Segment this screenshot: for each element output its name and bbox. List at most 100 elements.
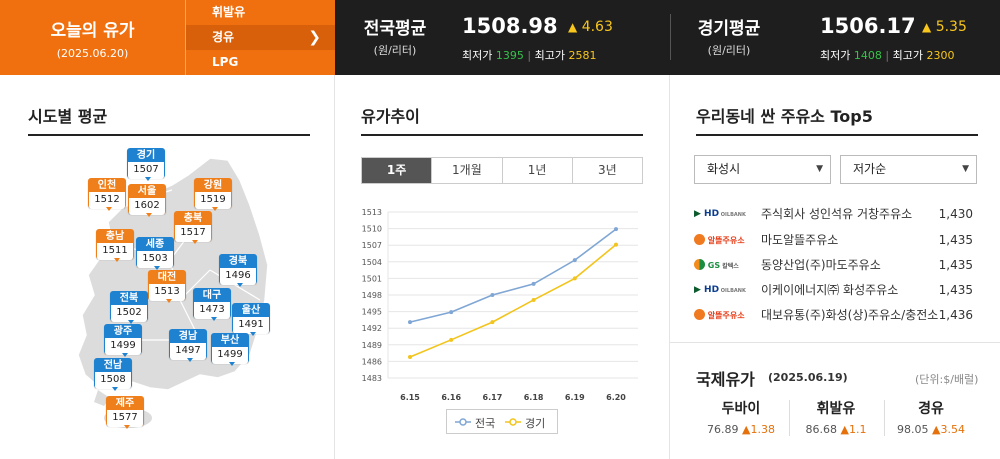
y-tick-label: 1492 [362,324,382,333]
station-price: 1,435 [938,233,973,247]
pin-icon [237,283,243,287]
region-name: 경기 [136,150,156,161]
station-item[interactable]: 알뜰주유소 대보유통(주)화성(상)주유소/충전소 1,436 [694,304,976,326]
region-price: 1499 [212,347,248,364]
region-price: 1496 [220,268,256,285]
pin-icon [112,387,118,391]
station-item[interactable]: ▶ HD OILBANK 이케이에너지㈜ 화성주유소 1,435 [694,279,976,301]
station-item[interactable]: GS 칼텍스 동양산업(주)마도주유소 1,435 [694,254,976,276]
x-tick-label: 6.17 [483,393,503,402]
intl-value: 76.89 [707,423,739,436]
fuel-menu-diesel[interactable]: 경유 ❯ [185,25,335,50]
data-point [490,320,495,325]
station-price: 1,435 [938,258,973,272]
intl-dubai: 두바이 76.89 ▲1.38 [694,398,788,436]
column-divider [334,75,335,459]
region-incheon[interactable]: 인천 1512 [88,178,126,211]
regional-title: 시도별 평균 [28,107,108,126]
region-seoul[interactable]: 서울 1602 [128,184,166,217]
region-chungnam[interactable]: 충남 1511 [96,229,134,262]
chevron-right-icon: ❯ [308,28,321,46]
region-name: 부산 [220,335,240,346]
region-select[interactable]: 화성시 ▼ [694,155,831,184]
national-change-value: 4.63 [581,19,613,35]
region-name: 대전 [157,272,177,283]
region-gwangju[interactable]: 광주 1499 [104,324,142,357]
region-name: 전북 [119,293,139,304]
legend-marker-national [459,418,467,426]
region-price: 1519 [195,192,231,209]
pin-icon [114,258,120,262]
region-busan[interactable]: 부산 1499 [211,333,249,366]
tab-3year[interactable]: 3년 [571,158,642,183]
region-price: 1512 [89,192,125,209]
min-label: 최저가 [820,49,851,62]
gyeonggi-change: ▲ 5.35 [922,19,967,35]
region-gyeongnam[interactable]: 경남 1497 [169,329,207,362]
national-min-max: 최저가 1395 | 최고가 2581 [462,49,597,62]
tab-1year[interactable]: 1년 [501,158,572,183]
stations-title: 우리동네 싼 주유소 Top5 [696,107,873,126]
tab-1month[interactable]: 1개월 [431,158,502,183]
gyeonggi-average: 경기평균 (원/리터) 1506.17 ▲ 5.35 최저가 1408 | 최고… [684,0,1000,75]
data-point [531,281,536,286]
sort-select[interactable]: 저가순 ▼ [840,155,977,184]
x-tick-label: 6.19 [565,393,585,402]
region-name: 경북 [228,256,248,267]
region-daejeon[interactable]: 대전 1513 [148,270,186,303]
fuel-menu-label: 휘발유 [212,5,246,19]
region-chungbuk[interactable]: 충북 1517 [174,211,212,244]
station-item[interactable]: ▶ HD OILBANK 주식회사 성인석유 거창주유소 1,430 [694,203,976,225]
national-min-price: 1395 [495,49,524,62]
station-name: 대보유통(주)화성(상)주유소/충전소 [761,308,939,322]
region-price: 1499 [105,338,141,355]
intl-name: 경유 [918,401,944,417]
tab-1week[interactable]: 1주 [362,158,432,183]
region-name: 경남 [178,331,198,342]
data-point [490,293,495,297]
region-price: 1491 [233,317,269,334]
region-gyeongbuk[interactable]: 경북 1496 [219,254,257,287]
national-change: ▲ 4.63 [568,19,613,35]
today-price-box: 오늘의 유가 (2025.06.20) [0,0,185,75]
hd-oilbank-logo: ▶ HD OILBANK [694,285,746,295]
gyeonggi-average-unit: (원/리터) [707,44,751,57]
fuel-menu-gasoline[interactable]: 휘발유 [185,0,335,25]
intl-value: 86.68 [805,423,838,436]
region-gangwon[interactable]: 강원 1519 [194,178,232,211]
y-tick-label: 1504 [362,258,382,267]
station-name: 이케이에너지㈜ 화성주유소 [761,283,899,297]
region-name: 제주 [115,398,135,409]
region-price: 1508 [95,372,131,389]
region-price: 1503 [137,251,173,268]
legend-swatches [455,418,521,426]
station-name: 동양산업(주)마도주유소 [761,258,881,272]
section-divider [670,342,1000,343]
region-name: 전남 [103,360,123,371]
x-tick-label: 6.20 [606,393,626,402]
region-ulsan[interactable]: 울산 1491 [232,303,270,336]
legend-gyeonggi: 경기 [525,417,546,430]
region-daegu[interactable]: 대구 1473 [193,288,231,321]
data-point [572,258,577,263]
today-date: (2025.06.20) [56,47,129,60]
hd-oilbank-logo: ▶ HD OILBANK [694,209,746,219]
pin-icon [187,358,193,362]
pin-icon [211,317,217,321]
region-name: 울산 [241,305,261,316]
y-tick-label: 1513 [362,208,382,217]
pin-icon [154,266,160,270]
top-bar: 오늘의 유가 (2025.06.20) 휘발유 경유 ❯ LPG 전국평균 (원/… [0,0,1000,75]
fuel-menu-lpg[interactable]: LPG [185,50,335,75]
altteul-logo: 알뜰주유소 [694,309,750,321]
region-jeonnam[interactable]: 전남 1508 [94,358,132,391]
region-price: 1602 [129,198,165,215]
station-item[interactable]: 알뜰주유소 마도알뜰주유소 1,435 [694,229,976,251]
region-gyeonggi[interactable]: 경기 1507 [127,148,165,181]
region-jeonbuk[interactable]: 전북 1502 [110,291,148,324]
region-jeju[interactable]: 제주 1577 [106,396,144,429]
period-tabs: 1주 1개월 1년 3년 [361,157,643,184]
region-sejong[interactable]: 세종 1503 [136,237,174,270]
section-underline [28,134,310,136]
intl-name: 휘발유 [816,401,856,417]
